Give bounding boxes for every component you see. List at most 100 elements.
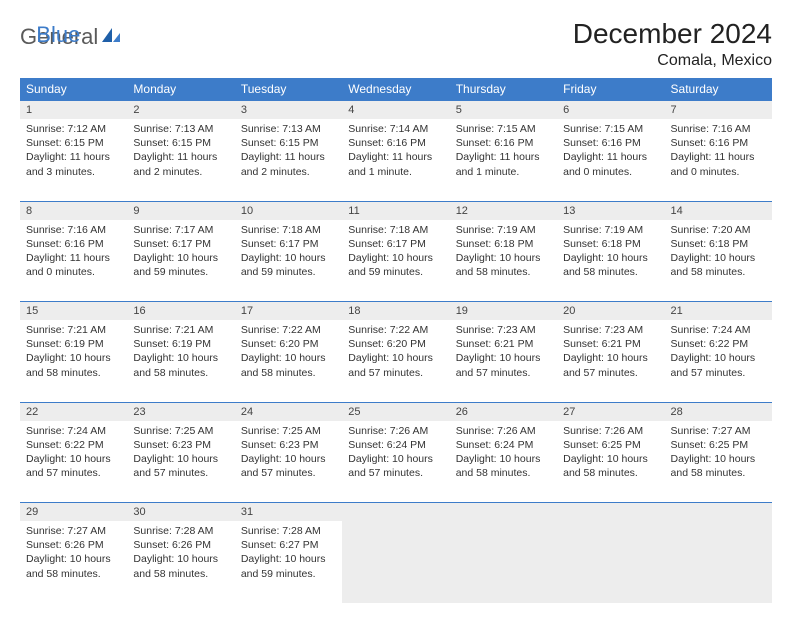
day-number-cell: 29 — [20, 503, 127, 522]
day-number: 20 — [557, 302, 664, 320]
daylight-line1: Daylight: 10 hours — [241, 452, 336, 466]
day-content: Sunrise: 7:14 AMSunset: 6:16 PMDaylight:… — [342, 119, 449, 183]
day-number: 2 — [127, 101, 234, 119]
month-title: December 2024 — [573, 18, 772, 50]
sunrise: Sunrise: 7:26 AM — [456, 424, 551, 438]
day-number: 18 — [342, 302, 449, 320]
day-cell: Sunrise: 7:15 AMSunset: 6:16 PMDaylight:… — [557, 119, 664, 201]
daylight-line1: Daylight: 10 hours — [671, 351, 766, 365]
day-content: Sunrise: 7:22 AMSunset: 6:20 PMDaylight:… — [342, 320, 449, 384]
day-number: 10 — [235, 202, 342, 220]
day-number: 27 — [557, 403, 664, 421]
daylight-line2: and 58 minutes. — [241, 366, 336, 380]
day-cell: Sunrise: 7:23 AMSunset: 6:21 PMDaylight:… — [557, 320, 664, 402]
daylight-line1: Daylight: 10 hours — [348, 251, 443, 265]
day-content: Sunrise: 7:23 AMSunset: 6:21 PMDaylight:… — [450, 320, 557, 384]
daylight-line1: Daylight: 10 hours — [26, 452, 121, 466]
sunset: Sunset: 6:26 PM — [133, 538, 228, 552]
daylight-line2: and 58 minutes. — [456, 265, 551, 279]
sunset: Sunset: 6:16 PM — [26, 237, 121, 251]
day-cell: Sunrise: 7:26 AMSunset: 6:24 PMDaylight:… — [450, 421, 557, 503]
daylight-line2: and 57 minutes. — [348, 466, 443, 480]
day-content: Sunrise: 7:16 AMSunset: 6:16 PMDaylight:… — [665, 119, 772, 183]
day-number-cell: 26 — [450, 402, 557, 421]
day-number: 22 — [20, 403, 127, 421]
weekday-header: Thursday — [450, 78, 557, 101]
day-number-cell: 23 — [127, 402, 234, 421]
day-cell: Sunrise: 7:16 AMSunset: 6:16 PMDaylight:… — [20, 220, 127, 302]
day-number-cell: 22 — [20, 402, 127, 421]
daylight-line1: Daylight: 10 hours — [133, 251, 228, 265]
day-number — [342, 503, 449, 521]
day-number: 21 — [665, 302, 772, 320]
day-cell: Sunrise: 7:21 AMSunset: 6:19 PMDaylight:… — [127, 320, 234, 402]
daylight-line2: and 2 minutes. — [241, 165, 336, 179]
day-number-cell — [665, 503, 772, 522]
day-number: 4 — [342, 101, 449, 119]
day-cell: Sunrise: 7:12 AMSunset: 6:15 PMDaylight:… — [20, 119, 127, 201]
sunrise: Sunrise: 7:15 AM — [456, 122, 551, 136]
day-content: Sunrise: 7:25 AMSunset: 6:23 PMDaylight:… — [127, 421, 234, 485]
header: General Blue December 2024 Comala, Mexic… — [20, 18, 772, 70]
day-content: Sunrise: 7:27 AMSunset: 6:25 PMDaylight:… — [665, 421, 772, 485]
sunrise: Sunrise: 7:25 AM — [241, 424, 336, 438]
sunrise: Sunrise: 7:23 AM — [563, 323, 658, 337]
calendar-table: SundayMondayTuesdayWednesdayThursdayFrid… — [20, 78, 772, 603]
day-content: Sunrise: 7:23 AMSunset: 6:21 PMDaylight:… — [557, 320, 664, 384]
day-number-cell: 19 — [450, 302, 557, 321]
sunset: Sunset: 6:21 PM — [456, 337, 551, 351]
sunrise: Sunrise: 7:18 AM — [241, 223, 336, 237]
daylight-line2: and 58 minutes. — [26, 567, 121, 581]
daylight-line1: Daylight: 11 hours — [456, 150, 551, 164]
day-cell: Sunrise: 7:26 AMSunset: 6:25 PMDaylight:… — [557, 421, 664, 503]
day-number-cell: 14 — [665, 201, 772, 220]
sunrise: Sunrise: 7:26 AM — [348, 424, 443, 438]
sunrise: Sunrise: 7:22 AM — [348, 323, 443, 337]
day-number-cell: 4 — [342, 101, 449, 120]
daylight-line2: and 3 minutes. — [26, 165, 121, 179]
daylight-line2: and 58 minutes. — [133, 366, 228, 380]
day-cell: Sunrise: 7:13 AMSunset: 6:15 PMDaylight:… — [235, 119, 342, 201]
day-number-cell: 2 — [127, 101, 234, 120]
sunrise: Sunrise: 7:13 AM — [133, 122, 228, 136]
daylight-line2: and 59 minutes. — [241, 567, 336, 581]
day-content: Sunrise: 7:18 AMSunset: 6:17 PMDaylight:… — [342, 220, 449, 284]
day-number: 29 — [20, 503, 127, 521]
daylight-line2: and 1 minute. — [456, 165, 551, 179]
day-cell — [557, 521, 664, 603]
daylight-line1: Daylight: 10 hours — [563, 351, 658, 365]
daylight-line1: Daylight: 10 hours — [563, 452, 658, 466]
daylight-line2: and 58 minutes. — [671, 265, 766, 279]
day-number — [665, 503, 772, 521]
sunset: Sunset: 6:22 PM — [671, 337, 766, 351]
day-number-cell: 25 — [342, 402, 449, 421]
day-number-cell: 9 — [127, 201, 234, 220]
sunset: Sunset: 6:26 PM — [26, 538, 121, 552]
sunset: Sunset: 6:22 PM — [26, 438, 121, 452]
day-number: 11 — [342, 202, 449, 220]
day-cell: Sunrise: 7:19 AMSunset: 6:18 PMDaylight:… — [557, 220, 664, 302]
day-content: Sunrise: 7:20 AMSunset: 6:18 PMDaylight:… — [665, 220, 772, 284]
day-content: Sunrise: 7:28 AMSunset: 6:26 PMDaylight:… — [127, 521, 234, 585]
day-number: 23 — [127, 403, 234, 421]
day-cell — [665, 521, 772, 603]
sunset: Sunset: 6:16 PM — [456, 136, 551, 150]
day-content: Sunrise: 7:19 AMSunset: 6:18 PMDaylight:… — [450, 220, 557, 284]
daylight-line1: Daylight: 10 hours — [348, 452, 443, 466]
sunset: Sunset: 6:24 PM — [348, 438, 443, 452]
day-number: 7 — [665, 101, 772, 119]
sunset: Sunset: 6:25 PM — [671, 438, 766, 452]
sunrise: Sunrise: 7:27 AM — [26, 524, 121, 538]
day-cell: Sunrise: 7:25 AMSunset: 6:23 PMDaylight:… — [127, 421, 234, 503]
sunset: Sunset: 6:18 PM — [563, 237, 658, 251]
sunrise: Sunrise: 7:25 AM — [133, 424, 228, 438]
sunset: Sunset: 6:27 PM — [241, 538, 336, 552]
day-number-cell: 17 — [235, 302, 342, 321]
daylight-line2: and 57 minutes. — [671, 366, 766, 380]
day-cell — [450, 521, 557, 603]
sunrise: Sunrise: 7:28 AM — [133, 524, 228, 538]
sunrise: Sunrise: 7:15 AM — [563, 122, 658, 136]
day-number-cell: 30 — [127, 503, 234, 522]
sunrise: Sunrise: 7:27 AM — [671, 424, 766, 438]
sunrise: Sunrise: 7:12 AM — [26, 122, 121, 136]
